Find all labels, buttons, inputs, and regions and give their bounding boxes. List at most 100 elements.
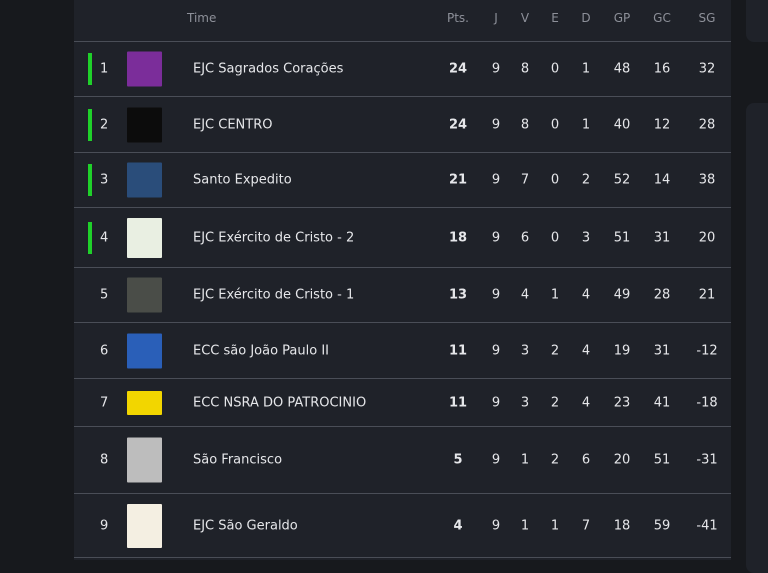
stat-d: 4 [581, 395, 591, 410]
stat-gc: 51 [653, 452, 671, 468]
team-name[interactable]: São Francisco [193, 452, 283, 468]
stat-d: 4 [581, 343, 591, 358]
stat-v: 8 [520, 61, 530, 77]
stat-pts: 13 [448, 287, 468, 303]
team-logo-icon [127, 277, 162, 313]
stat-gc: 59 [653, 518, 671, 533]
stat-sg: -12 [696, 343, 718, 358]
qualification-indicator [88, 164, 92, 196]
table-row[interactable]: 8 São Francisco 5 9 1 2 6 20 51 -31 [74, 427, 731, 494]
team-name[interactable]: EJC Sagrados Corações [193, 61, 344, 77]
header-v: V [520, 11, 530, 25]
team-name[interactable]: ECC NSRA DO PATROCINIO [193, 395, 367, 410]
stat-gp: 19 [613, 343, 631, 358]
stat-e: 0 [550, 172, 560, 188]
stat-e: 0 [550, 117, 560, 132]
stat-j: 9 [491, 117, 501, 132]
team-name[interactable]: EJC Exército de Cristo - 2 [193, 230, 355, 245]
stat-e: 2 [550, 343, 560, 358]
team-logo-icon [127, 503, 162, 548]
stat-v: 4 [520, 287, 530, 303]
rank: 3 [100, 172, 109, 188]
stat-pts: 24 [448, 61, 468, 77]
stat-j: 9 [491, 343, 501, 358]
header-d: D [581, 11, 591, 25]
stat-gc: 31 [653, 343, 671, 358]
qualification-indicator [88, 221, 92, 254]
team-name[interactable]: EJC Exército de Cristo - 1 [193, 287, 355, 303]
stat-gc: 31 [653, 230, 671, 245]
stat-j: 9 [491, 230, 501, 245]
rank: 4 [100, 230, 109, 245]
team-name[interactable]: EJC CENTRO [193, 117, 273, 132]
stat-gp: 40 [613, 117, 631, 132]
table-row[interactable]: 7 ECC NSRA DO PATROCINIO 11 9 3 2 4 23 41 -18 [74, 379, 731, 427]
header-j: J [494, 11, 498, 25]
stat-e: 1 [550, 518, 560, 533]
stat-gc: 28 [653, 287, 671, 303]
table-row[interactable]: 6 ECC são João Paulo II 11 9 3 2 4 19 31 -12 [74, 323, 731, 379]
table-row[interactable]: 3 Santo Expedito 21 9 7 0 2 52 14 38 [74, 153, 731, 208]
stat-j: 9 [491, 518, 501, 533]
qualification-indicator [88, 53, 92, 85]
rank: 7 [100, 395, 109, 410]
team-logo-icon [127, 217, 162, 258]
stat-j: 9 [491, 172, 501, 188]
stat-v: 6 [520, 230, 530, 245]
stat-v: 7 [520, 172, 530, 188]
header-gc: GC [653, 11, 671, 25]
stat-gc: 41 [653, 395, 671, 410]
stat-e: 0 [550, 61, 560, 77]
stat-sg: 32 [698, 61, 716, 77]
standings-table: Time Pts. J V E D GP GC SG 1 EJC Sagrados… [74, 0, 731, 560]
stat-gp: 51 [613, 230, 631, 245]
stat-sg: 38 [698, 172, 716, 188]
rank: 1 [100, 61, 109, 77]
stat-sg: -41 [696, 518, 718, 533]
team-logo-icon [127, 390, 162, 415]
side-card [746, 0, 768, 42]
table-row[interactable]: 2 EJC CENTRO 24 9 8 0 1 40 12 28 [74, 97, 731, 153]
side-card [746, 103, 768, 573]
stat-pts: 24 [448, 117, 468, 132]
stat-j: 9 [491, 452, 501, 468]
team-name[interactable]: Santo Expedito [193, 172, 292, 188]
team-logo-icon [127, 333, 162, 368]
qualification-indicator [88, 108, 92, 141]
stat-v: 3 [520, 343, 530, 358]
stat-d: 7 [581, 518, 591, 533]
stat-v: 1 [520, 452, 530, 468]
stat-d: 6 [581, 452, 591, 468]
stat-v: 3 [520, 395, 530, 410]
header-sg: SG [698, 11, 716, 25]
stat-sg: 21 [698, 287, 716, 303]
table-row[interactable]: 9 EJC São Geraldo 4 9 1 1 7 18 59 -41 [74, 494, 731, 558]
table-header: Time Pts. J V E D GP GC SG [74, 0, 731, 42]
rank: 5 [100, 287, 109, 303]
stat-pts: 4 [453, 518, 463, 533]
stat-e: 2 [550, 452, 560, 468]
rank: 6 [100, 343, 109, 358]
stat-d: 2 [581, 172, 591, 188]
stat-d: 1 [581, 117, 591, 132]
rank: 8 [100, 452, 109, 468]
table-row[interactable]: 5 EJC Exército de Cristo - 1 13 9 4 1 4 49 28 21 [74, 268, 731, 323]
stat-j: 9 [491, 287, 501, 303]
stat-d: 1 [581, 61, 591, 77]
stat-pts: 18 [448, 230, 468, 245]
team-name[interactable]: EJC São Geraldo [193, 518, 298, 533]
team-name[interactable]: ECC são João Paulo II [193, 343, 329, 358]
header-gp: GP [613, 11, 631, 25]
stat-e: 2 [550, 395, 560, 410]
header-e: E [551, 11, 559, 25]
stat-gp: 48 [613, 61, 631, 77]
stat-e: 1 [550, 287, 560, 303]
stat-gp: 49 [613, 287, 631, 303]
rank: 2 [100, 117, 109, 132]
stat-gp: 52 [613, 172, 631, 188]
table-row[interactable]: 1 EJC Sagrados Corações 24 9 8 0 1 48 16 32 [74, 42, 731, 97]
team-logo-icon [127, 107, 162, 142]
stat-gp: 23 [613, 395, 631, 410]
table-row[interactable]: 4 EJC Exército de Cristo - 2 18 9 6 0 3 51 31 20 [74, 208, 731, 268]
stat-v: 1 [520, 518, 530, 533]
